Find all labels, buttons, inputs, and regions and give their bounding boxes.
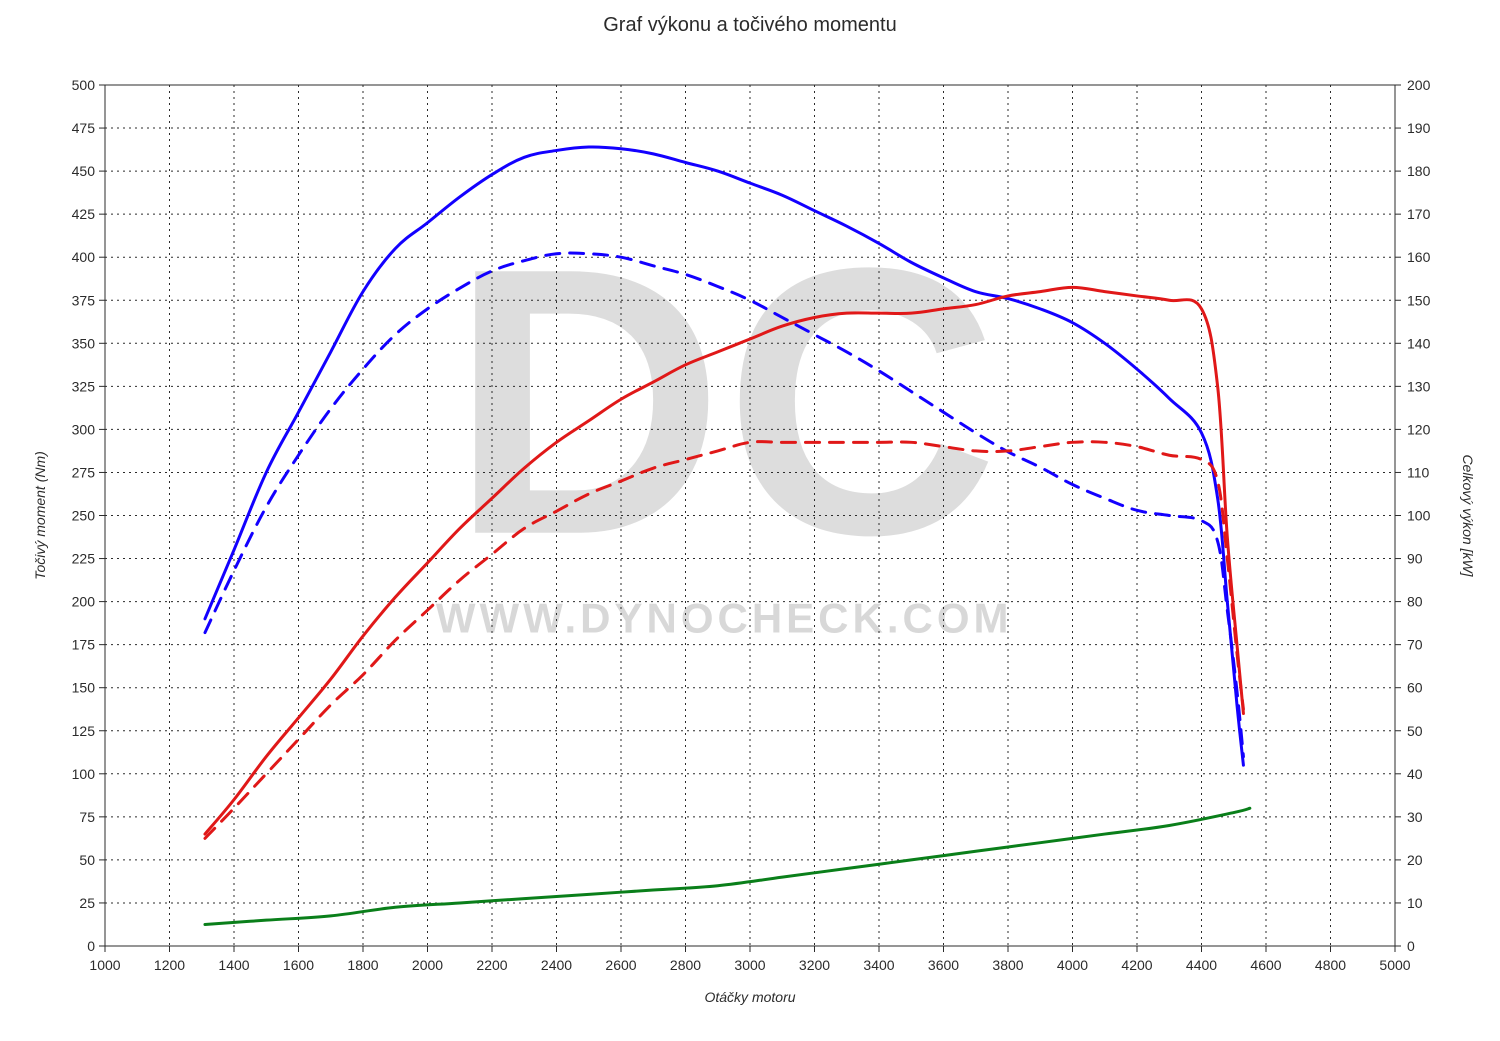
svg-text:75: 75 (79, 809, 95, 825)
svg-text:1200: 1200 (154, 957, 185, 973)
svg-text:200: 200 (1407, 77, 1431, 93)
svg-text:175: 175 (72, 637, 96, 653)
svg-text:180: 180 (1407, 163, 1431, 179)
svg-text:150: 150 (72, 680, 96, 696)
svg-text:4200: 4200 (1121, 957, 1152, 973)
svg-text:4600: 4600 (1250, 957, 1281, 973)
svg-text:30: 30 (1407, 809, 1423, 825)
svg-text:90: 90 (1407, 551, 1423, 567)
svg-text:10: 10 (1407, 895, 1423, 911)
svg-text:50: 50 (1407, 723, 1423, 739)
svg-text:225: 225 (72, 551, 96, 567)
svg-text:60: 60 (1407, 680, 1423, 696)
svg-text:DC: DC (450, 189, 999, 614)
svg-text:20: 20 (1407, 852, 1423, 868)
svg-text:400: 400 (72, 249, 96, 265)
svg-text:250: 250 (72, 508, 96, 524)
svg-text:4800: 4800 (1315, 957, 1346, 973)
svg-text:40: 40 (1407, 766, 1423, 782)
svg-text:140: 140 (1407, 335, 1431, 351)
svg-text:4000: 4000 (1057, 957, 1088, 973)
svg-text:80: 80 (1407, 594, 1423, 610)
svg-text:3800: 3800 (992, 957, 1023, 973)
svg-text:2600: 2600 (605, 957, 636, 973)
y-right-axis-label: Celkový výkon [kW] (1460, 454, 1476, 577)
svg-text:1000: 1000 (89, 957, 120, 973)
svg-text:25: 25 (79, 895, 95, 911)
y-left-axis-label: Točivý moment (Nm) (32, 451, 48, 580)
svg-text:2000: 2000 (412, 957, 443, 973)
svg-text:0: 0 (87, 938, 95, 954)
svg-text:5000: 5000 (1379, 957, 1410, 973)
dyno-chart: Graf výkonu a točivého momentu DCWWW.DYN… (0, 0, 1500, 1041)
svg-text:3400: 3400 (863, 957, 894, 973)
watermark: DCWWW.DYNOCHECK.COM (436, 189, 1013, 642)
svg-text:70: 70 (1407, 637, 1423, 653)
svg-text:475: 475 (72, 120, 96, 136)
svg-text:1600: 1600 (283, 957, 314, 973)
svg-text:3000: 3000 (734, 957, 765, 973)
svg-text:190: 190 (1407, 120, 1431, 136)
x-axis-label: Otáčky motoru (704, 989, 795, 1005)
svg-text:3600: 3600 (928, 957, 959, 973)
svg-text:350: 350 (72, 335, 96, 351)
svg-text:275: 275 (72, 464, 96, 480)
svg-text:3200: 3200 (799, 957, 830, 973)
svg-text:125: 125 (72, 723, 96, 739)
svg-text:100: 100 (1407, 508, 1431, 524)
svg-text:2200: 2200 (476, 957, 507, 973)
svg-text:160: 160 (1407, 249, 1431, 265)
chart-title: Graf výkonu a točivého momentu (0, 14, 1500, 37)
svg-text:100: 100 (72, 766, 96, 782)
svg-text:450: 450 (72, 163, 96, 179)
svg-text:2400: 2400 (541, 957, 572, 973)
svg-text:300: 300 (72, 421, 96, 437)
svg-text:120: 120 (1407, 421, 1431, 437)
svg-text:200: 200 (72, 594, 96, 610)
svg-text:110: 110 (1407, 464, 1430, 480)
svg-text:4400: 4400 (1186, 957, 1217, 973)
svg-text:0: 0 (1407, 938, 1415, 954)
svg-text:425: 425 (72, 206, 96, 222)
svg-text:375: 375 (72, 292, 96, 308)
svg-text:1800: 1800 (347, 957, 378, 973)
svg-text:2800: 2800 (670, 957, 701, 973)
chart-svg: DCWWW.DYNOCHECK.COM100012001400160018002… (0, 0, 1500, 1041)
svg-text:150: 150 (1407, 292, 1431, 308)
svg-text:1400: 1400 (218, 957, 249, 973)
svg-text:500: 500 (72, 77, 96, 93)
svg-text:170: 170 (1407, 206, 1431, 222)
svg-text:50: 50 (79, 852, 95, 868)
svg-text:130: 130 (1407, 378, 1431, 394)
svg-text:325: 325 (72, 378, 96, 394)
